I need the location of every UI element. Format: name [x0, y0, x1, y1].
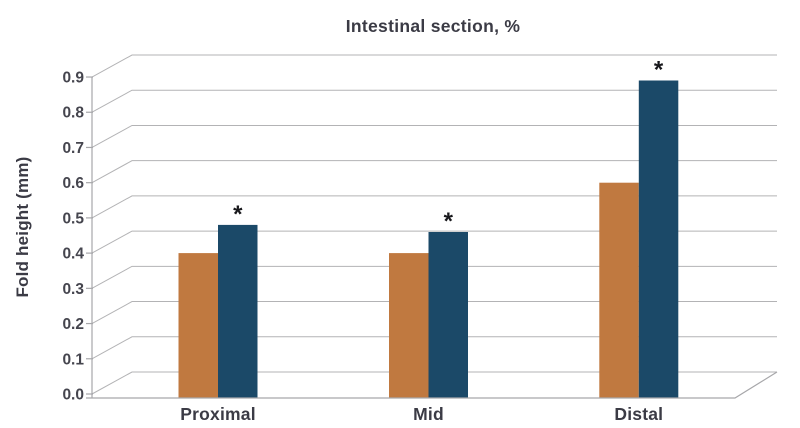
- y-tick-label: 0.9: [62, 70, 84, 87]
- x-category-label-distal: Distal: [614, 404, 663, 424]
- gridline: [91, 265, 777, 289]
- bar-proximal-orange: [178, 253, 218, 398]
- y-tick-label: 0.5: [62, 210, 84, 227]
- y-tick-label: 0.0: [62, 387, 84, 404]
- bar-mid-orange: [389, 253, 429, 398]
- gridline: [91, 89, 777, 113]
- bar-mid-dark-blue: [428, 232, 468, 398]
- x-category-label-proximal: Proximal: [180, 404, 256, 424]
- gridline: [91, 336, 777, 360]
- y-tick-label: 0.2: [62, 316, 84, 333]
- y-axis-title: Fold height (mm): [13, 156, 32, 298]
- gridline: [91, 195, 777, 219]
- bar-distal-dark-blue: [638, 80, 679, 398]
- gridline: [91, 124, 777, 148]
- chart-title: Intestinal section, %: [345, 16, 521, 36]
- y-tick-label: 0.8: [62, 105, 84, 122]
- gridline: [91, 371, 777, 395]
- bar-proximal-dark-blue: [218, 224, 258, 398]
- significance-asterisk: *: [654, 57, 664, 84]
- gridline: [91, 54, 777, 78]
- bar-distal-orange: [599, 182, 639, 398]
- x-category-label-mid: Mid: [413, 404, 444, 424]
- y-tick-label: 0.1: [62, 351, 84, 368]
- y-tick-label: 0.4: [62, 246, 84, 263]
- gridline: [91, 301, 777, 324]
- y-tick-label: 0.6: [62, 175, 84, 192]
- y-tick-label: 0.3: [62, 281, 84, 298]
- significance-asterisk: *: [233, 201, 243, 228]
- significance-asterisk: *: [444, 208, 454, 235]
- y-tick-label: 0.7: [62, 140, 84, 157]
- x-axis-baseline: [86, 371, 778, 399]
- gridline: [91, 160, 777, 184]
- gridline: [91, 230, 777, 254]
